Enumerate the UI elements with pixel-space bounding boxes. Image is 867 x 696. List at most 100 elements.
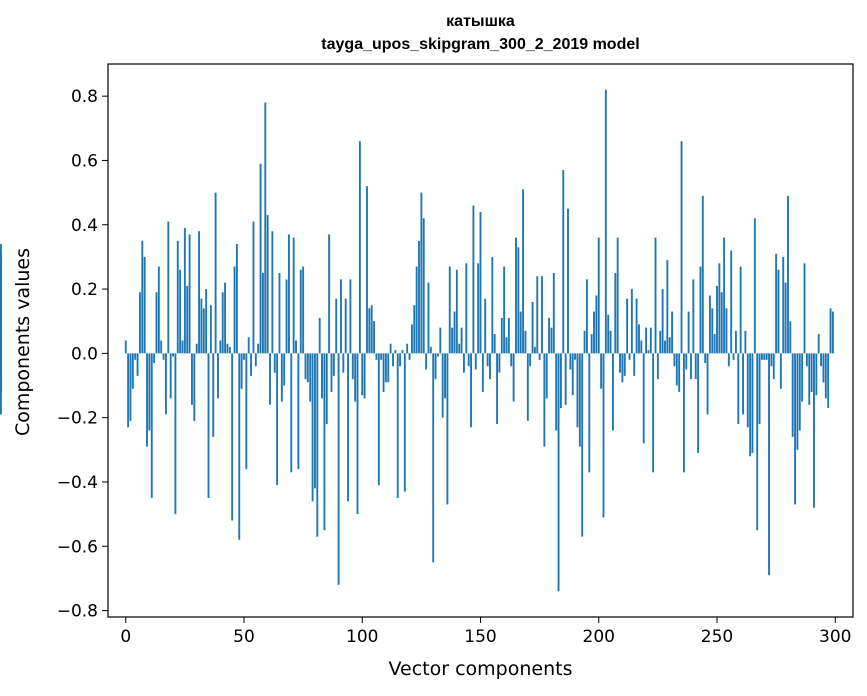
bar xyxy=(321,353,323,399)
bar xyxy=(358,141,361,354)
bar xyxy=(373,321,376,354)
bar xyxy=(727,353,730,367)
bar xyxy=(668,337,671,354)
bar xyxy=(375,353,378,360)
bar xyxy=(283,353,286,386)
bar xyxy=(730,250,733,354)
bar xyxy=(444,353,446,399)
bar xyxy=(160,340,163,354)
y-axis-ticks: −0.8 −0.6 −0.4 −0.2 0.0 0.2 0.4 0.6 0.8 xyxy=(57,87,108,622)
bar xyxy=(538,353,541,360)
bar xyxy=(335,298,338,354)
bar xyxy=(526,353,529,421)
bar xyxy=(396,353,399,499)
bar xyxy=(749,353,752,457)
bar xyxy=(801,353,804,402)
bar xyxy=(742,353,744,415)
bar xyxy=(808,353,811,405)
bar xyxy=(645,327,647,354)
bar xyxy=(188,234,191,354)
bar xyxy=(0,327,2,354)
bar xyxy=(217,353,219,399)
chart-title: катышка xyxy=(446,13,515,30)
bar xyxy=(614,272,617,354)
bar xyxy=(148,353,151,431)
bar xyxy=(507,317,510,354)
bar xyxy=(484,298,487,354)
bar xyxy=(699,266,702,354)
bar xyxy=(517,247,520,354)
bar xyxy=(578,353,581,447)
bar xyxy=(794,353,796,505)
bar xyxy=(519,311,522,354)
bar xyxy=(765,353,768,360)
bar xyxy=(777,269,780,354)
bar xyxy=(671,311,674,354)
bar xyxy=(349,279,352,354)
bar xyxy=(418,240,420,354)
bar xyxy=(455,269,458,354)
bar xyxy=(477,263,480,354)
bar xyxy=(758,353,761,425)
bar xyxy=(247,337,250,354)
bar xyxy=(744,330,747,354)
bar xyxy=(304,353,307,380)
bar xyxy=(708,295,711,354)
bar xyxy=(545,353,548,399)
y-tick-label: −0.6 xyxy=(57,537,98,557)
bar xyxy=(467,353,470,367)
bar xyxy=(261,272,264,354)
bar xyxy=(718,263,721,354)
bar xyxy=(410,324,413,354)
bar xyxy=(224,282,227,354)
bar xyxy=(451,327,454,354)
bar xyxy=(616,237,619,354)
bar xyxy=(245,353,248,470)
bar xyxy=(271,231,274,354)
bar xyxy=(292,237,295,354)
bar xyxy=(413,305,416,354)
bar xyxy=(704,353,707,364)
bar xyxy=(228,346,231,354)
bar xyxy=(311,353,314,502)
bar xyxy=(829,308,832,354)
bar xyxy=(559,353,562,409)
bar xyxy=(214,192,217,354)
bar xyxy=(394,350,397,354)
bar xyxy=(465,263,468,354)
bar xyxy=(536,276,539,354)
bar xyxy=(664,340,666,354)
bar xyxy=(541,276,543,354)
bar xyxy=(306,353,309,383)
x-axis-label: Vector components xyxy=(388,658,573,680)
bar xyxy=(146,353,148,447)
bar xyxy=(382,353,385,392)
bar xyxy=(831,311,834,354)
bar xyxy=(176,240,179,354)
bar xyxy=(415,266,418,354)
bar xyxy=(287,234,290,354)
bar xyxy=(621,353,624,383)
bar xyxy=(633,353,636,376)
bar xyxy=(588,353,591,473)
bar xyxy=(585,279,588,354)
bar xyxy=(486,353,489,367)
bar xyxy=(569,353,572,370)
bar xyxy=(734,330,737,354)
bar xyxy=(191,353,193,405)
bar xyxy=(340,279,342,354)
bar xyxy=(820,353,823,367)
bar xyxy=(635,298,638,354)
bar xyxy=(604,89,607,354)
bar xyxy=(351,353,354,380)
bar xyxy=(150,353,153,499)
bar xyxy=(209,305,212,354)
bar xyxy=(597,237,600,354)
y-tick-label: −0.8 xyxy=(57,602,98,622)
bar xyxy=(361,353,364,396)
bar xyxy=(673,353,676,367)
bar xyxy=(732,353,735,360)
bar xyxy=(803,263,806,354)
bar xyxy=(240,353,243,389)
